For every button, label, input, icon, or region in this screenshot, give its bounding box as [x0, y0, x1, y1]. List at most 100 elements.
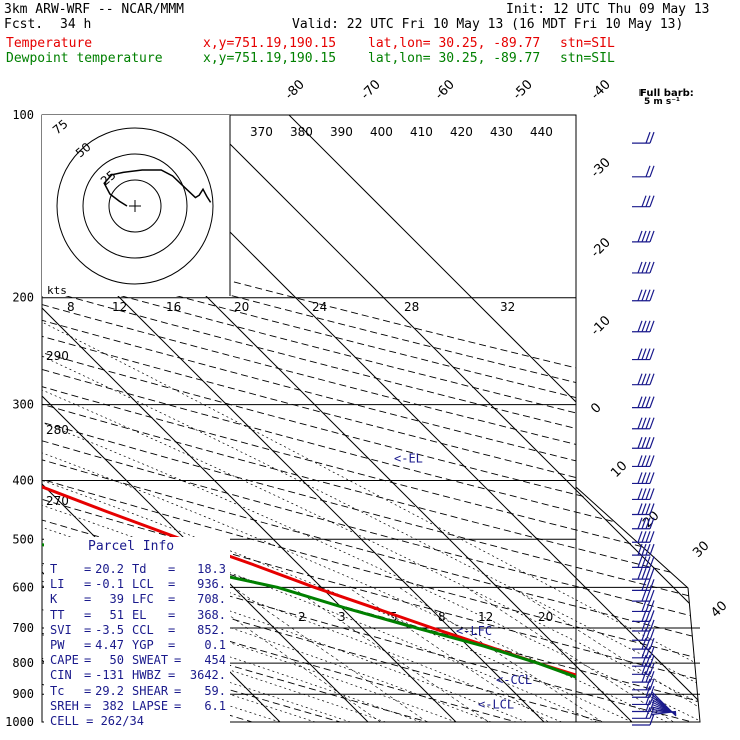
wind-barb-flag	[641, 670, 647, 683]
wind-barb-flag	[645, 670, 651, 683]
wind-barb-flag	[649, 165, 655, 178]
wind-barb-flag	[641, 663, 647, 675]
wind-barb	[632, 396, 655, 409]
isotherm-line	[42, 115, 545, 722]
wind-barb	[632, 663, 655, 675]
wind-barb	[632, 556, 655, 569]
wind-barb	[632, 289, 655, 302]
hodograph-ring	[108, 179, 162, 233]
wind-barb-flag	[641, 373, 647, 385]
parcel-info-equals: =	[84, 683, 92, 698]
wind-barb-flag	[641, 437, 647, 449]
wind-barb	[632, 455, 655, 468]
wind-barb-flag	[649, 713, 655, 726]
parcel-info-equals: =	[174, 653, 182, 668]
parcel-info-v1: 4.47	[95, 638, 124, 652]
wind-barb-flag	[645, 663, 651, 675]
isotherm-label: 30	[690, 539, 712, 561]
wind-barb	[632, 195, 655, 208]
parcel-info-k2: LFC	[132, 592, 154, 607]
hodograph-ring	[82, 153, 188, 259]
wind-barb-flag	[645, 503, 651, 515]
wind-barb-flag	[641, 195, 647, 207]
wind-barb-flag	[637, 437, 643, 449]
parcel-info-v1: 20.2	[95, 562, 124, 576]
theta-e-label: 380	[290, 125, 313, 139]
pressure-tick-label: 500	[12, 532, 34, 546]
mixing-ratio-label: 32	[500, 300, 515, 314]
hodograph-trace	[103, 169, 212, 207]
dry-adiabat	[42, 115, 700, 722]
parcel-info-k1: TT	[50, 607, 65, 622]
isotherm-label: -50	[510, 77, 536, 103]
parcel-info-v1: 51	[109, 607, 124, 622]
theta-e-label: 420	[450, 125, 473, 139]
parcel-info-k1: CELL = 262/34	[50, 714, 144, 728]
temperature-legend: Temperature	[6, 36, 93, 51]
parcel-info-v1: 39	[109, 592, 124, 607]
wind-barb-flag	[649, 488, 655, 500]
parcel-info-equals: =	[84, 638, 92, 652]
wind-barb-flag	[641, 517, 647, 529]
parcel-info-k1: T	[50, 562, 58, 576]
parcel-info-row: SREH = 382 LAPSE = 6.1	[50, 698, 226, 713]
wind-barb-flag	[649, 567, 655, 580]
wind-barb-flag	[641, 417, 647, 429]
theta-e-label: 390	[330, 125, 353, 139]
dry-adiabat	[42, 115, 700, 722]
wind-barb-flag	[649, 230, 655, 243]
wind-barb-flag	[649, 670, 655, 683]
wind-barb	[632, 610, 655, 622]
theta-e-label: 370	[250, 125, 273, 139]
parcel-info-k2: Td	[132, 562, 147, 576]
wind-barb-flag	[645, 455, 651, 467]
dry-adiabat	[42, 115, 700, 722]
wind-barb-flag	[645, 437, 651, 449]
wind-barb-flag	[649, 517, 655, 529]
parcel-info-k1: PW	[50, 638, 65, 652]
wind-barb-flag	[649, 131, 655, 144]
mixing-ratio-label: 16	[166, 300, 181, 314]
wind-barb	[632, 131, 655, 144]
wind-barb-flag	[649, 600, 655, 612]
mixing-ratio-line	[233, 587, 428, 722]
wind-barb-flag	[645, 165, 651, 178]
isotherm-label: -10	[588, 313, 614, 339]
wind-barb-flag	[645, 396, 651, 408]
wind-barb-flag	[641, 348, 647, 360]
wind-barb	[632, 417, 655, 430]
wind-barb-flag	[649, 289, 655, 301]
surface-wind-barb	[651, 710, 677, 716]
wind-barb-flag	[649, 589, 655, 602]
wind-barb-flag	[645, 579, 651, 591]
theta-e-label: 410	[410, 125, 433, 139]
parcel-info-v2: 59.	[204, 683, 226, 698]
temperature-latlon: lat,lon= 30.25, -89.77	[368, 36, 541, 51]
wind-barb-flag	[649, 531, 655, 543]
mixing-ratio-line	[465, 587, 674, 722]
wind-barb-flag	[641, 396, 647, 408]
init-time: Init: 12 UTC Thu 09 May 13	[506, 2, 710, 17]
parcel-info-row: TT = 51 EL = 368.	[50, 607, 226, 622]
parcel-info-k2: HWBZ	[132, 668, 161, 683]
parcel-info-row: K = 39 LFC = 708.	[50, 592, 226, 607]
parcel-info-k1: SREH	[50, 698, 79, 713]
parcel-info-equals: =	[168, 622, 176, 637]
mixing-ratio-label: 24	[312, 300, 327, 314]
wind-barb-flag	[641, 556, 647, 568]
wind-barb-flag	[645, 654, 651, 667]
moist-adiabat	[42, 297, 457, 722]
wind-barb-flag	[641, 320, 647, 332]
wind-barb-flag	[637, 531, 643, 543]
wind-barb-flag	[645, 531, 651, 543]
parcel-info-equals: =	[84, 653, 92, 668]
wind-barb	[632, 589, 655, 602]
wind-barb-flag	[645, 517, 651, 529]
wind-barb-flag	[645, 556, 651, 568]
wind-barb-flag	[649, 261, 655, 274]
wind-barb	[632, 567, 655, 580]
model-title: 3km ARW-WRF -- NCAR/MMM	[4, 2, 185, 17]
theta-label: 280	[46, 423, 69, 437]
parcel-info-k2: EL	[132, 607, 147, 622]
